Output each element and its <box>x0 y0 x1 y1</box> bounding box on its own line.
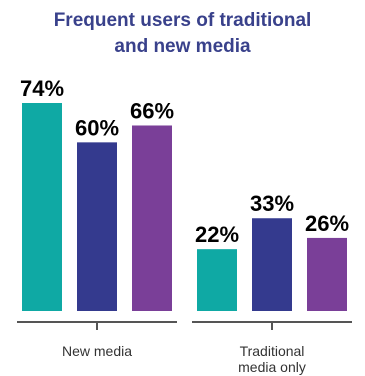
bar-new-media-3 <box>132 125 172 312</box>
bar-traditional-1 <box>197 249 237 311</box>
value-label-traditional-3: 26% <box>305 211 349 236</box>
value-label-new-media-3: 66% <box>130 98 174 123</box>
value-label-traditional-2: 33% <box>250 191 294 216</box>
value-label-traditional-1: 22% <box>195 222 239 247</box>
chart-title: Frequent users of traditional and new me… <box>53 10 312 57</box>
bar-traditional-3 <box>307 237 347 311</box>
bar-new-media-1 <box>22 103 62 311</box>
value-label-new-media-2: 60% <box>75 115 119 140</box>
bar-new-media-2 <box>77 142 117 311</box>
category-label-new-media: New media <box>61 343 133 359</box>
value-label-new-media-1: 74% <box>20 76 64 101</box>
bar-traditional-2 <box>252 218 292 311</box>
category-label-traditional-media-only: Traditional media only <box>238 343 306 375</box>
